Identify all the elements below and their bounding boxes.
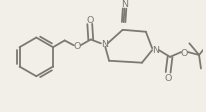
Text: O: O xyxy=(181,48,188,57)
Text: N: N xyxy=(152,45,159,54)
Text: N: N xyxy=(121,0,128,9)
Text: O: O xyxy=(86,16,94,24)
Text: O: O xyxy=(74,41,81,50)
Text: O: O xyxy=(164,73,172,82)
Text: N: N xyxy=(101,40,108,48)
